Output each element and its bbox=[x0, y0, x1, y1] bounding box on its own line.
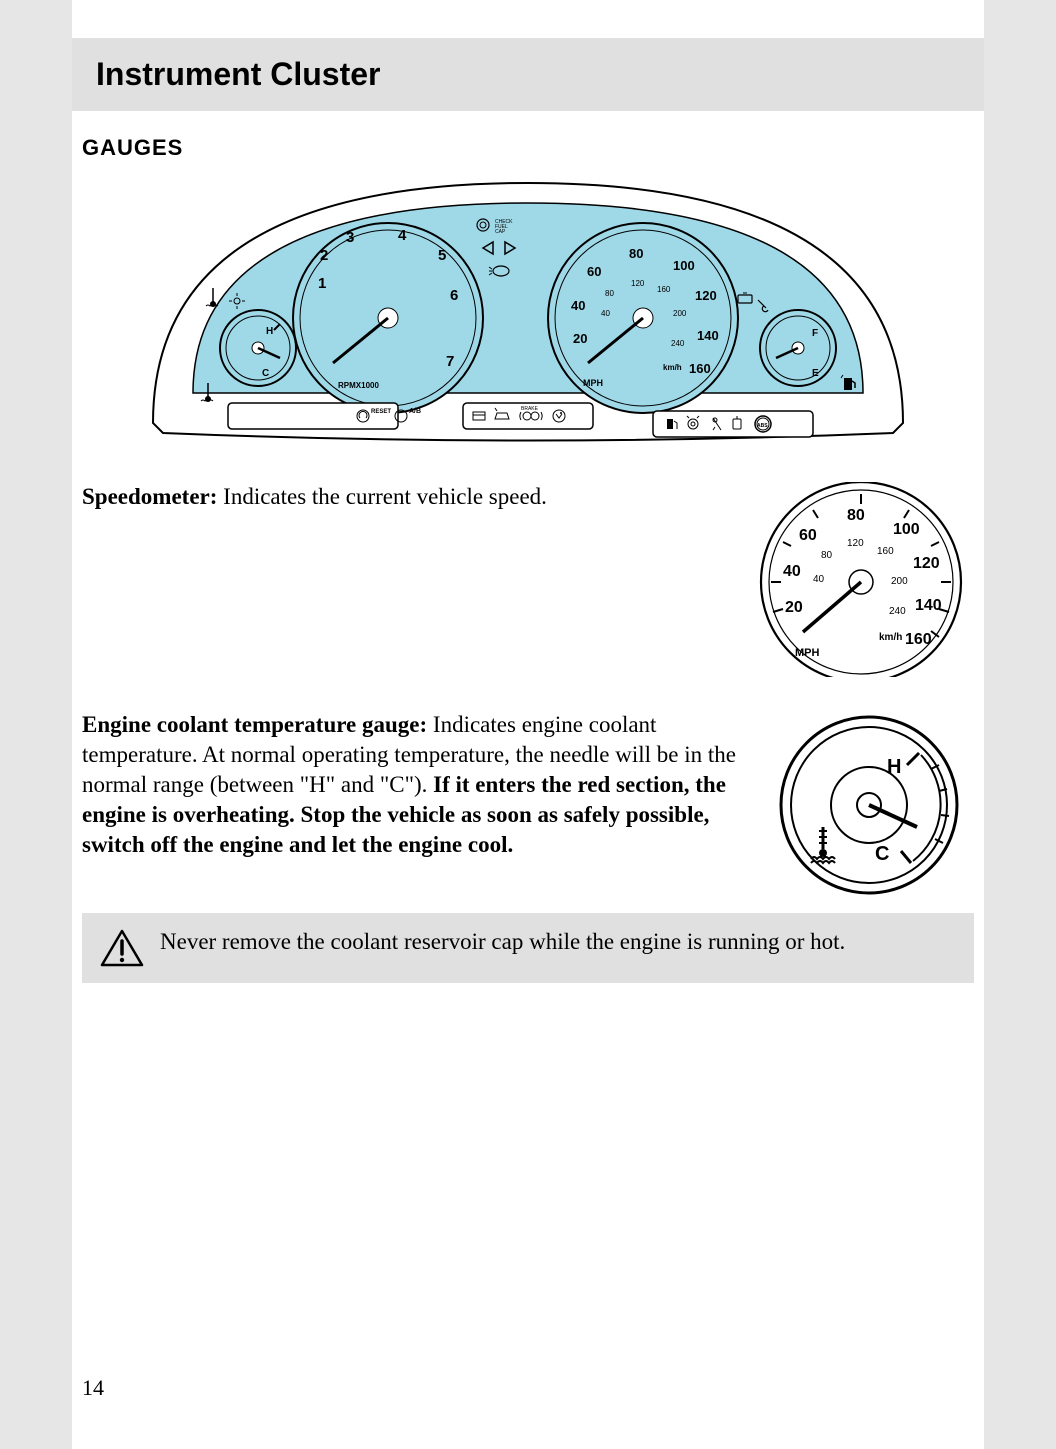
svg-text:3: 3 bbox=[346, 229, 354, 246]
svg-text:20: 20 bbox=[785, 599, 803, 616]
svg-text:80: 80 bbox=[821, 550, 833, 561]
svg-text:20: 20 bbox=[573, 331, 587, 346]
page-number: 14 bbox=[82, 1375, 104, 1401]
svg-text:160: 160 bbox=[877, 546, 894, 557]
svg-text:40: 40 bbox=[813, 574, 825, 585]
warning-box: Never remove the coolant reservoir cap w… bbox=[82, 913, 974, 983]
content-area: GAUGES 1 2 3 4 5 6 bbox=[72, 111, 984, 983]
coolant-text: Engine coolant temperature gauge: Indica… bbox=[82, 710, 746, 859]
svg-text:F: F bbox=[812, 328, 818, 339]
svg-text:60: 60 bbox=[587, 264, 601, 279]
svg-text:km/h: km/h bbox=[879, 632, 902, 643]
svg-text:BRAKE: BRAKE bbox=[521, 406, 539, 412]
speedometer-label: Speedometer: bbox=[82, 484, 217, 509]
svg-text:120: 120 bbox=[847, 538, 864, 549]
coolant-section: Engine coolant temperature gauge: Indica… bbox=[82, 710, 974, 905]
svg-text:160: 160 bbox=[689, 361, 711, 376]
svg-text:2: 2 bbox=[320, 247, 328, 264]
svg-text:120: 120 bbox=[631, 279, 645, 288]
svg-text:RPMX1000: RPMX1000 bbox=[338, 381, 379, 390]
svg-text:100: 100 bbox=[673, 258, 695, 273]
instrument-cluster-figure: 1 2 3 4 5 6 7 RPMX1000 20 40 bbox=[133, 173, 923, 458]
svg-text:160: 160 bbox=[657, 285, 671, 294]
section-heading: GAUGES bbox=[82, 135, 974, 161]
svg-text:100: 100 bbox=[893, 521, 920, 538]
svg-text:60: 60 bbox=[799, 527, 817, 544]
coolant-figure: H C bbox=[764, 710, 974, 905]
svg-text:1: 1 bbox=[318, 275, 326, 292]
page: Instrument Cluster GAUGES 1 2 3 bbox=[72, 0, 984, 1449]
svg-text:200: 200 bbox=[891, 576, 908, 587]
svg-text:40: 40 bbox=[571, 298, 585, 313]
svg-text:80: 80 bbox=[605, 289, 614, 298]
svg-text:160: 160 bbox=[905, 631, 932, 648]
svg-text:40: 40 bbox=[783, 563, 801, 580]
svg-text:120: 120 bbox=[695, 288, 717, 303]
svg-text:km/h: km/h bbox=[663, 363, 682, 372]
svg-text:80: 80 bbox=[629, 246, 643, 261]
coolant-svg: H C bbox=[764, 710, 974, 900]
svg-text:6: 6 bbox=[450, 287, 458, 304]
svg-text:C: C bbox=[262, 368, 269, 379]
svg-text:140: 140 bbox=[915, 597, 942, 614]
svg-text:140: 140 bbox=[697, 328, 719, 343]
svg-text:E: E bbox=[812, 368, 819, 379]
svg-text:RESET: RESET bbox=[371, 409, 391, 415]
svg-text:CAP: CAP bbox=[495, 229, 506, 235]
svg-text:MPH: MPH bbox=[795, 647, 820, 659]
warning-text: Never remove the coolant reservoir cap w… bbox=[160, 927, 845, 957]
svg-text:MPH: MPH bbox=[583, 378, 603, 388]
svg-text:5: 5 bbox=[438, 247, 446, 264]
svg-text:A/B: A/B bbox=[409, 408, 421, 415]
svg-text:240: 240 bbox=[671, 339, 685, 348]
svg-text:C: C bbox=[875, 843, 889, 865]
svg-text:200: 200 bbox=[673, 309, 687, 318]
speedometer-svg: 20 40 60 80 100 120 140 160 40 80 120 16… bbox=[749, 482, 974, 677]
svg-text:7: 7 bbox=[446, 353, 454, 370]
speedometer-desc: Indicates the current vehicle speed. bbox=[217, 484, 547, 509]
speedometer-section: Speedometer: Indicates the current vehic… bbox=[82, 482, 974, 682]
svg-text:H: H bbox=[266, 326, 273, 337]
warning-icon bbox=[100, 929, 144, 969]
svg-text:240: 240 bbox=[889, 606, 906, 617]
cluster-svg: 1 2 3 4 5 6 7 RPMX1000 20 40 bbox=[133, 173, 923, 453]
speedometer-figure: 20 40 60 80 100 120 140 160 40 80 120 16… bbox=[749, 482, 974, 682]
svg-text:80: 80 bbox=[847, 507, 865, 524]
svg-text:120: 120 bbox=[913, 555, 940, 572]
speedometer-text: Speedometer: Indicates the current vehic… bbox=[82, 482, 731, 512]
title-bar: Instrument Cluster bbox=[72, 38, 984, 111]
svg-text:4: 4 bbox=[398, 227, 407, 244]
coolant-label: Engine coolant temperature gauge: bbox=[82, 712, 427, 737]
page-title: Instrument Cluster bbox=[96, 56, 984, 93]
svg-text:40: 40 bbox=[601, 309, 610, 318]
svg-text:ABS: ABS bbox=[757, 423, 768, 429]
svg-text:H: H bbox=[887, 756, 901, 778]
